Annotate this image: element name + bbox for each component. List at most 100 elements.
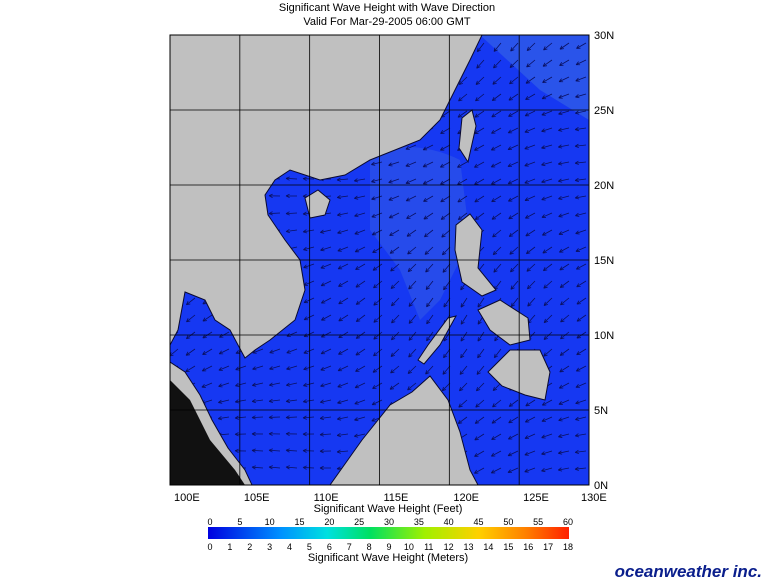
wave-arrow: [574, 160, 587, 165]
wave-arrow: [388, 212, 400, 219]
wave-arrow: [543, 331, 553, 340]
wave-arrow: [268, 431, 281, 436]
wave-arrow: [509, 246, 519, 255]
wave-arrow: [575, 76, 587, 82]
wave-arrow: [557, 450, 570, 455]
wave-arrow: [507, 127, 519, 134]
wave-arrow: [268, 415, 281, 420]
wave-arrow: [490, 144, 502, 151]
wave-arrow: [372, 365, 383, 373]
wave-arrow: [405, 178, 417, 184]
wave-arrow: [321, 314, 332, 321]
wave-arrow: [508, 229, 519, 237]
wave-arrow: [474, 450, 485, 457]
wave-arrow: [559, 365, 570, 373]
wave-arrow: [408, 331, 417, 341]
wave-arrow: [525, 229, 536, 237]
wave-arrow: [391, 314, 400, 324]
wave-arrow: [477, 331, 485, 342]
wave-arrow: [576, 348, 587, 356]
wave-arrow: [476, 365, 485, 375]
wave-arrow: [408, 348, 417, 358]
wave-arrow: [218, 399, 230, 404]
meters-label: 15: [503, 542, 513, 552]
wave-arrow: [389, 382, 400, 390]
wave-arrow: [541, 450, 553, 456]
wave-arrow: [543, 314, 553, 324]
wave-arrow: [302, 432, 315, 437]
wave-arrow: [574, 127, 587, 132]
lon-label: 105E: [244, 492, 270, 504]
meters-label: 12: [444, 542, 454, 552]
wave-arrow: [524, 178, 536, 184]
meters-label: 3: [267, 542, 272, 552]
wave-arrow: [509, 59, 519, 68]
wave-arrow: [302, 176, 315, 181]
wave-arrow: [302, 415, 315, 420]
wave-arrow: [542, 76, 553, 83]
feet-title: Significant Wave Height (Feet): [314, 503, 463, 515]
wave-arrow: [493, 348, 502, 359]
wave-arrow: [557, 144, 570, 149]
wave-arrow: [575, 263, 587, 270]
wave-arrow: [558, 212, 570, 218]
wave-arrow: [457, 416, 468, 424]
wave-arrow: [337, 365, 349, 372]
wave-arrow: [460, 297, 468, 308]
wave-arrow: [424, 229, 434, 238]
wave-arrow: [541, 93, 553, 100]
lat-label: 15N: [594, 255, 614, 267]
wave-arrow: [440, 212, 451, 220]
wave-arrow: [524, 212, 536, 219]
wave-arrow: [303, 314, 315, 321]
wave-arrow: [251, 448, 264, 453]
wave-arrow: [390, 348, 400, 357]
wave-arrow: [286, 382, 298, 387]
wave-arrow: [575, 93, 587, 99]
wave-arrow: [388, 178, 400, 184]
wave-arrow: [457, 161, 468, 168]
wave-arrow: [319, 415, 332, 421]
mainland: [170, 35, 483, 359]
wave-arrow: [542, 229, 553, 236]
wave-arrow: [251, 398, 264, 404]
lat-label: 20N: [594, 180, 614, 192]
wave-arrow: [320, 246, 332, 252]
wave-arrow: [443, 280, 451, 291]
feet-label: 5: [237, 517, 242, 527]
wave-arrow: [543, 42, 553, 51]
wave-arrow: [575, 246, 587, 252]
wave-arrow: [490, 450, 502, 457]
wave-arrow: [575, 365, 587, 372]
wave-arrow: [285, 211, 298, 216]
wave-arrow: [426, 297, 434, 308]
wave-arrow: [373, 280, 383, 289]
wave-arrow: [492, 229, 502, 238]
wave-arrow: [510, 42, 519, 52]
lon-label: 130E: [581, 492, 607, 504]
wave-arrow: [524, 195, 536, 202]
wave-arrow: [477, 348, 485, 359]
wave-arrow: [526, 263, 536, 272]
sumatra: [170, 380, 245, 485]
wave-arrow: [268, 398, 281, 404]
wave-arrow: [474, 467, 485, 474]
wave-arrow: [491, 110, 502, 118]
wave-arrow: [320, 263, 332, 269]
wave-arrow: [457, 212, 468, 221]
wave-arrow: [422, 178, 434, 185]
wave-arrow: [559, 59, 570, 66]
wave-arrow: [576, 314, 587, 322]
palawan: [417, 315, 457, 365]
wave-arrow: [474, 144, 485, 151]
wave-arrow: [574, 177, 587, 183]
wave-arrow: [441, 382, 451, 392]
wave-arrow: [440, 195, 451, 203]
wave-arrow: [524, 110, 536, 117]
wave-arrow: [457, 178, 468, 185]
wave-arrow: [355, 365, 366, 372]
wave-arrow: [474, 212, 485, 220]
wave-arrow: [373, 314, 383, 323]
meters-label: 18: [563, 542, 573, 552]
